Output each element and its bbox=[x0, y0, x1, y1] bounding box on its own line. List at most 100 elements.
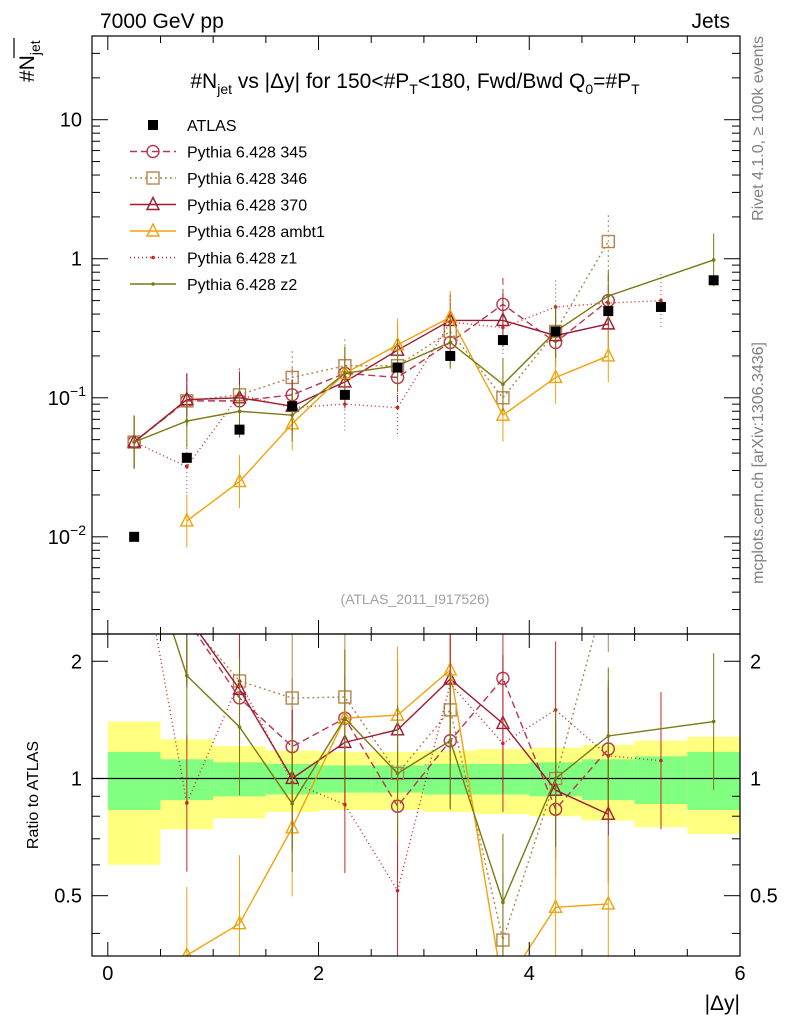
legend-label: Pythia 6.428 370 bbox=[187, 198, 307, 215]
series-5 bbox=[132, 233, 716, 469]
series-marker bbox=[548, 368, 563, 384]
series-marker bbox=[179, 512, 194, 527]
ratio-band-inner bbox=[107, 751, 161, 810]
atlas-point bbox=[708, 275, 719, 286]
series-line bbox=[133, 319, 609, 443]
ratio-marker bbox=[132, 511, 136, 515]
svg-text:#Njet: #Njet bbox=[16, 40, 43, 82]
series-marker bbox=[659, 298, 663, 303]
legend-marker bbox=[146, 171, 160, 185]
ratio-marker bbox=[128, 506, 140, 518]
chart-title: #Njet vs |Δy| for 150<#PT<180, Fwd/Bwd Q… bbox=[190, 70, 640, 97]
legend-entry: Pythia 6.428 z1 bbox=[130, 251, 297, 268]
atlas-point bbox=[655, 301, 666, 312]
legend-label: Pythia 6.428 345 bbox=[187, 145, 307, 162]
legend-marker bbox=[145, 222, 161, 237]
header-energy: 7000 GeV pp bbox=[100, 10, 224, 33]
series-marker bbox=[290, 413, 294, 417]
ratio-marker bbox=[659, 758, 663, 763]
legend-entry: ATLAS bbox=[148, 118, 237, 135]
atlas-point bbox=[392, 362, 403, 373]
series-marker bbox=[343, 371, 347, 376]
y-tick-label: 1 bbox=[71, 249, 82, 271]
legend-label: Pythia 6.428 z1 bbox=[187, 251, 297, 268]
ratio-tick-label: 1 bbox=[71, 768, 82, 790]
y-tick-label: 10−1 bbox=[48, 383, 86, 410]
ratio-line bbox=[172, 634, 714, 905]
svg-text:#Njet vs |Δy| for 150<#PT<180: #Njet vs |Δy| for 150<#PT<180, Fwd/Bwd Q… bbox=[190, 70, 640, 97]
ratio-marker bbox=[343, 802, 347, 807]
series-0 bbox=[127, 274, 615, 469]
legend-entry: Pythia 6.428 345 bbox=[130, 145, 307, 162]
ratio-marker bbox=[182, 946, 192, 956]
ratio-tick-label-right: 1 bbox=[750, 768, 761, 790]
series-marker bbox=[395, 405, 400, 410]
ratio-marker bbox=[128, 507, 140, 519]
ratio-marker bbox=[548, 898, 563, 914]
ratio-marker bbox=[601, 895, 616, 910]
legend-marker bbox=[148, 120, 158, 130]
ratio-tick-label: 2 bbox=[71, 651, 82, 673]
legend-entry: Pythia 6.428 ambt1 bbox=[130, 222, 325, 241]
series-marker bbox=[232, 472, 247, 488]
ratio-series-5 bbox=[132, 511, 716, 956]
legend-entry: Pythia 6.428 346 bbox=[130, 171, 307, 188]
ratio-tick-label-right: 2 bbox=[750, 651, 761, 673]
legend-label: ATLAS bbox=[187, 118, 237, 135]
atlas-point bbox=[234, 424, 245, 435]
atlas-point bbox=[129, 531, 140, 542]
ratio-marker bbox=[132, 511, 136, 515]
legend-label: Pythia 6.428 ambt1 bbox=[187, 224, 325, 241]
ratio-line bbox=[199, 634, 609, 815]
atlas-point bbox=[287, 401, 298, 412]
ratio-series-1 bbox=[128, 507, 609, 956]
x-tick-label: 2 bbox=[313, 963, 324, 985]
ratio-line bbox=[195, 634, 609, 811]
ratio-marker bbox=[395, 771, 400, 776]
rivet-label: Rivet 4.1.0, ≥ 100k events bbox=[750, 36, 767, 221]
series-marker bbox=[601, 347, 616, 362]
ratio-tick-label: 0.5 bbox=[54, 886, 82, 908]
ratio-marker bbox=[128, 507, 140, 519]
ratio-axis-label: Ratio to ATLAS bbox=[25, 741, 42, 849]
legend-entry: Pythia 6.428 z2 bbox=[130, 277, 297, 294]
series-marker bbox=[501, 382, 505, 387]
series-marker bbox=[343, 402, 347, 406]
atlas-series bbox=[129, 275, 719, 542]
x-tick-label: 0 bbox=[102, 963, 113, 985]
ratio-marker bbox=[185, 801, 189, 805]
x-tick-label: 4 bbox=[524, 963, 535, 985]
legend-marker bbox=[151, 255, 155, 260]
ratio-marker bbox=[181, 613, 193, 625]
series-2 bbox=[127, 293, 616, 469]
atlas-point bbox=[497, 335, 508, 346]
series-line bbox=[133, 241, 609, 443]
ratio-marker bbox=[497, 982, 509, 994]
x-axis-label: |Δy| bbox=[705, 992, 740, 1015]
atlas-point bbox=[550, 326, 561, 337]
ratio-marker bbox=[343, 716, 347, 720]
series-marker bbox=[501, 325, 505, 330]
ratio-marker bbox=[290, 801, 294, 806]
atlas-point bbox=[339, 389, 350, 400]
y-tick-label: 10−2 bbox=[48, 522, 86, 549]
atlas-point bbox=[181, 452, 192, 463]
y-tick-label: 10 bbox=[60, 110, 82, 132]
series-marker bbox=[601, 234, 615, 249]
series-marker bbox=[495, 406, 511, 421]
atlas-point bbox=[445, 350, 456, 361]
y-axis-label: #Njet bbox=[16, 40, 43, 82]
legend-entry: Pythia 6.428 370 bbox=[130, 195, 307, 215]
ratio-marker bbox=[185, 673, 189, 678]
series-marker bbox=[606, 294, 611, 298]
ratio-marker bbox=[181, 613, 193, 625]
series-marker bbox=[185, 464, 189, 469]
ratio-marker bbox=[448, 738, 453, 743]
series-marker bbox=[448, 340, 453, 345]
series-line bbox=[133, 300, 609, 443]
atlas-point bbox=[603, 306, 614, 317]
legend-marker bbox=[146, 144, 160, 159]
header-jets: Jets bbox=[691, 10, 730, 33]
ratio-marker bbox=[395, 888, 400, 893]
